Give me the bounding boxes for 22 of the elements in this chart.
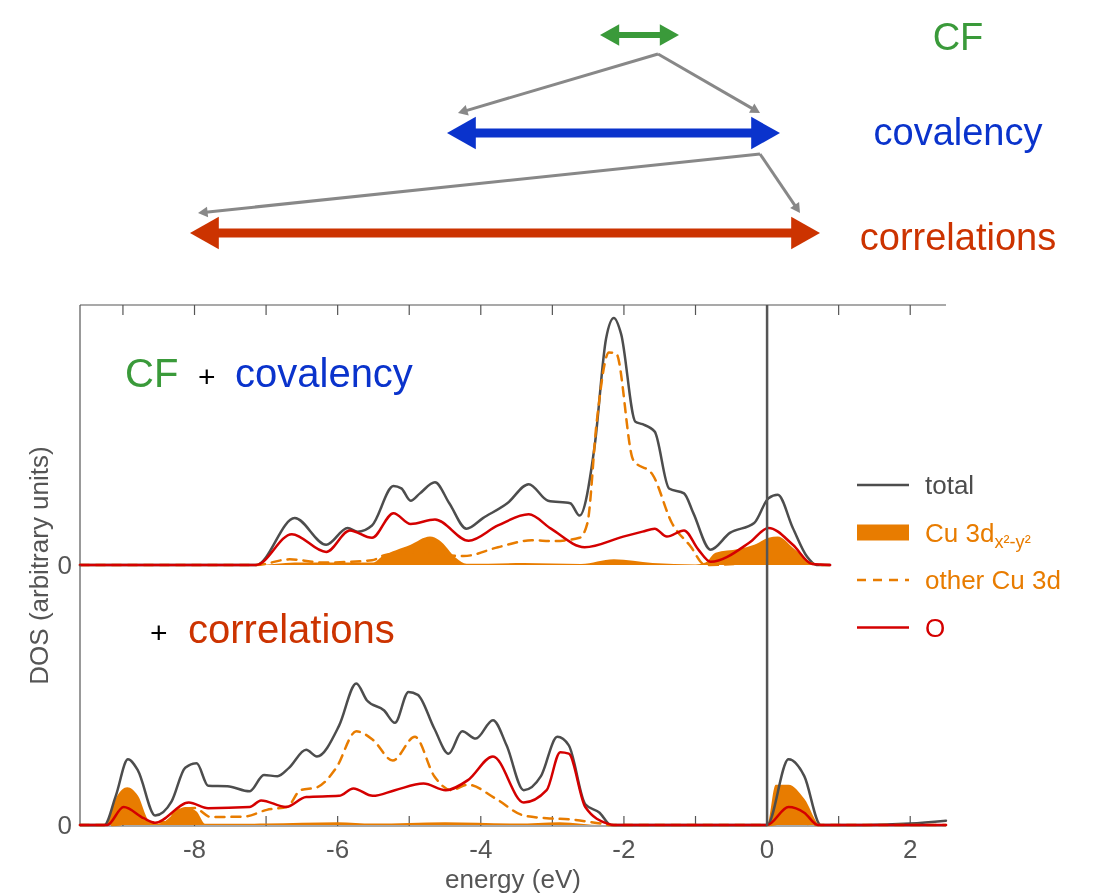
x-tick-label: 0 (759, 834, 775, 864)
x-tick-label: 2 (902, 834, 918, 864)
text: 0 (57, 810, 72, 840)
legend-label: other Cu 3d (925, 565, 1061, 595)
x-tick-label: -2 (612, 834, 636, 864)
text: + (150, 616, 168, 649)
annotation: + (198, 360, 216, 393)
x-tick-label: -4 (469, 834, 493, 864)
text: CF (932, 16, 984, 58)
text: 0 (57, 550, 72, 580)
text: correlations (859, 216, 1057, 258)
legend-label: Cu 3d$_{x²-y²}$ (925, 517, 1031, 552)
text: covalency (873, 111, 1043, 153)
x-axis-title: energy (eV) (445, 864, 581, 894)
x-tick-label: -6 (326, 834, 350, 864)
text: correlations (188, 607, 395, 651)
legend-label: total (925, 470, 975, 500)
y-axis-title: DOS (arbitrary units) (24, 446, 54, 685)
annotation: covalency (235, 351, 413, 395)
annotation: CF (125, 351, 179, 395)
legend-label: O (925, 612, 946, 643)
x-tick-label: -8 (182, 834, 207, 864)
